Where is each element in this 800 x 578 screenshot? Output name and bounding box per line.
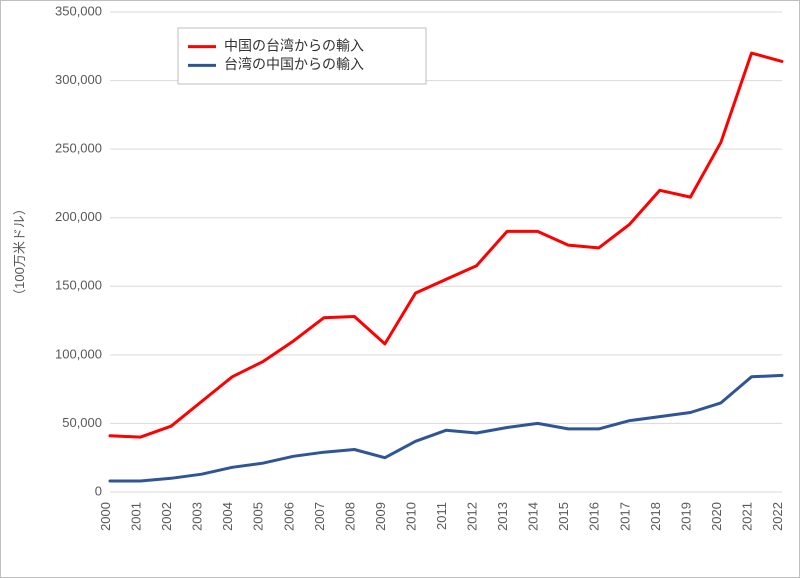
xtick-label: 2018 — [648, 502, 663, 531]
xtick-label: 2017 — [617, 502, 632, 531]
xtick-label: 2011 — [434, 502, 449, 530]
xtick-label: 2010 — [403, 502, 418, 531]
xtick-label: 2008 — [342, 502, 357, 531]
ytick-label: 250,000 — [55, 141, 102, 156]
legend-label-1: 台湾の中国からの輸入 — [224, 56, 364, 72]
chart-border — [1, 1, 800, 578]
xtick-label: 2016 — [587, 502, 602, 531]
xtick-label: 2009 — [373, 502, 388, 531]
xtick-label: 2004 — [220, 502, 235, 531]
series-line-1 — [110, 375, 782, 481]
xtick-label: 2021 — [739, 502, 754, 531]
ytick-label: 300,000 — [55, 72, 102, 87]
ytick-label: 150,000 — [55, 278, 102, 293]
xtick-label: 2012 — [465, 502, 480, 531]
xtick-label: 2015 — [556, 502, 571, 531]
xtick-label: 2019 — [678, 502, 693, 531]
ytick-label: 350,000 — [55, 3, 102, 18]
line-chart: 0 50,000 100,000 150,000 200,000 250,000 300,0… — [0, 0, 800, 578]
xtick-label: 2013 — [495, 502, 510, 531]
ytick-label: 200,000 — [55, 209, 102, 224]
xtick-label: 2000 — [98, 502, 113, 531]
xtick-label: 2014 — [526, 502, 541, 531]
legend-label-0: 中国の台湾からの輸入 — [224, 37, 364, 53]
xtick-label: 2001 — [129, 502, 144, 531]
yaxis-title: （100万米ドル） — [12, 202, 27, 302]
ytick-label: 100,000 — [55, 346, 102, 361]
xtick-label: 2022 — [770, 502, 785, 531]
chart-svg: 0 50,000 100,000 150,000 200,000 250,000 300,0… — [0, 0, 800, 578]
ytick-label: 0 — [95, 483, 102, 498]
series-line-0 — [110, 53, 782, 437]
xtick-label: 2002 — [159, 502, 174, 531]
xtick-label: 2007 — [312, 502, 327, 531]
xtick-label: 2006 — [281, 502, 296, 531]
ytick-label: 50,000 — [62, 415, 102, 430]
xtick-label: 2003 — [190, 502, 205, 531]
xtick-label: 2020 — [709, 502, 724, 531]
xtick-label: 2005 — [251, 502, 266, 531]
